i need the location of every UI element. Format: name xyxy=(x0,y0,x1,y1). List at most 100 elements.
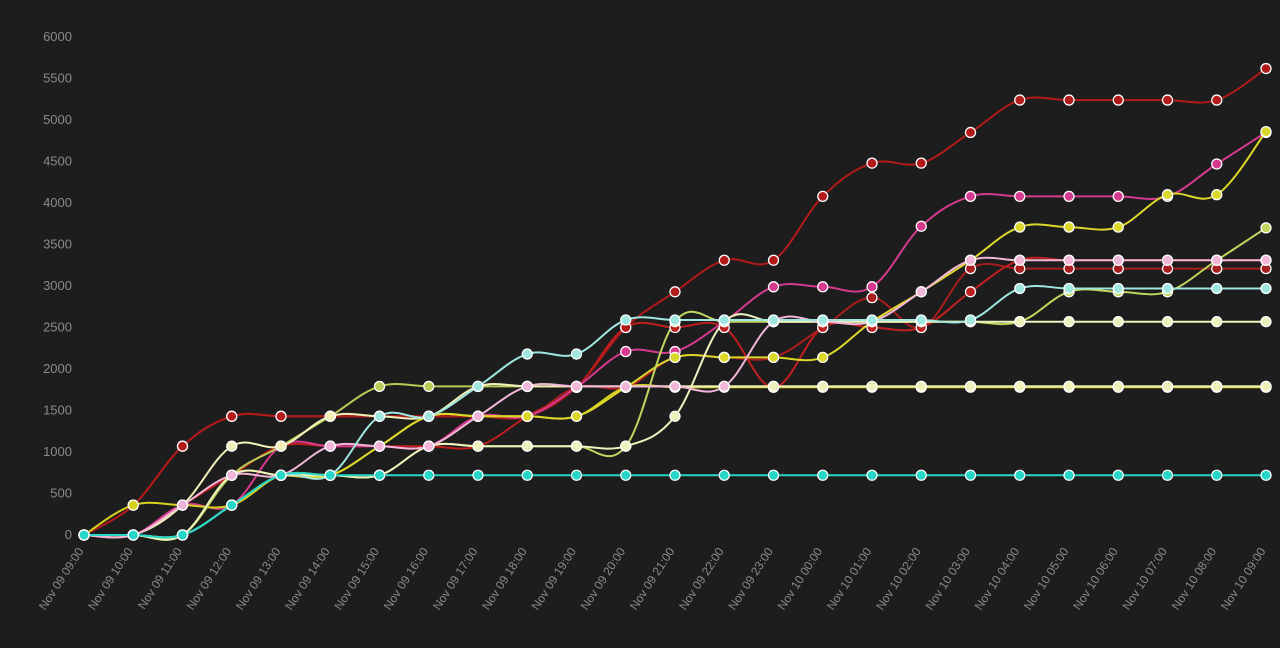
data-point-series-11[interactable] xyxy=(964,254,977,266)
data-point-series-3[interactable] xyxy=(718,254,730,266)
data-point-series-1[interactable] xyxy=(866,291,878,304)
data-point-series-4[interactable] xyxy=(1211,158,1223,170)
data-point-series-9[interactable] xyxy=(1211,380,1223,393)
data-point-series-11[interactable] xyxy=(373,440,386,452)
data-point-series-13[interactable] xyxy=(1260,469,1272,481)
data-point-series-4[interactable] xyxy=(767,281,780,293)
data-point-series-4[interactable] xyxy=(1112,190,1124,203)
data-point-series-13[interactable] xyxy=(176,529,189,541)
data-point-series-12[interactable] xyxy=(1161,282,1174,295)
data-point-series-13[interactable] xyxy=(423,469,435,481)
data-point-series-13[interactable] xyxy=(1014,469,1026,481)
data-point-series-3[interactable] xyxy=(176,440,189,452)
data-point-series-3[interactable] xyxy=(275,410,287,422)
data-point-series-9[interactable] xyxy=(817,380,829,393)
data-point-series-3[interactable] xyxy=(1161,94,1174,106)
data-point-series-13[interactable] xyxy=(767,469,780,481)
data-point-series-10[interactable] xyxy=(1014,316,1026,328)
data-point-series-10[interactable] xyxy=(1211,316,1223,328)
data-point-series-2[interactable] xyxy=(964,286,977,298)
data-point-series-3[interactable] xyxy=(1014,94,1026,106)
data-point-series-4[interactable] xyxy=(915,220,927,232)
data-point-series-9[interactable] xyxy=(915,380,927,393)
data-point-series-12[interactable] xyxy=(669,314,681,326)
data-point-series-11[interactable] xyxy=(1063,254,1075,266)
data-point-series-12[interactable] xyxy=(767,314,780,326)
data-point-series-13[interactable] xyxy=(373,469,386,481)
data-point-series-13[interactable] xyxy=(570,469,583,481)
data-point-series-12[interactable] xyxy=(620,314,632,326)
data-point-series-3[interactable] xyxy=(1260,62,1272,75)
data-point-series-12[interactable] xyxy=(373,410,386,422)
data-point-series-6[interactable] xyxy=(1014,221,1026,233)
data-point-series-11[interactable] xyxy=(1260,254,1272,266)
data-point-series-13[interactable] xyxy=(1211,469,1223,481)
data-point-series-10[interactable] xyxy=(669,410,681,422)
data-point-series-12[interactable] xyxy=(472,380,484,393)
data-point-series-13[interactable] xyxy=(521,469,533,481)
data-point-series-13[interactable] xyxy=(669,469,681,481)
data-point-series-10[interactable] xyxy=(472,440,484,452)
data-point-series-11[interactable] xyxy=(472,410,484,422)
data-point-series-13[interactable] xyxy=(127,529,139,541)
data-point-series-9[interactable] xyxy=(1014,380,1026,393)
data-point-series-6[interactable] xyxy=(1260,125,1272,138)
data-point-series-12[interactable] xyxy=(1112,282,1124,295)
data-point-series-11[interactable] xyxy=(423,440,435,452)
data-point-series-12[interactable] xyxy=(521,348,533,360)
data-point-series-13[interactable] xyxy=(915,469,927,481)
data-point-series-12[interactable] xyxy=(423,410,435,422)
data-point-series-12[interactable] xyxy=(915,314,927,326)
data-point-series-9[interactable] xyxy=(767,380,780,393)
data-point-series-6[interactable] xyxy=(1161,189,1174,201)
data-point-series-13[interactable] xyxy=(1161,469,1174,481)
data-point-series-11[interactable] xyxy=(620,380,632,393)
data-point-series-11[interactable] xyxy=(915,286,927,298)
data-point-series-10[interactable] xyxy=(1112,316,1124,328)
data-point-series-9[interactable] xyxy=(1260,380,1272,393)
data-point-series-9[interactable] xyxy=(1161,380,1174,393)
data-point-series-3[interactable] xyxy=(1063,94,1075,106)
data-point-series-3[interactable] xyxy=(767,254,780,266)
data-point-series-12[interactable] xyxy=(718,314,730,326)
data-point-series-13[interactable] xyxy=(1063,469,1075,481)
data-point-series-11[interactable] xyxy=(521,380,533,393)
data-point-series-13[interactable] xyxy=(964,469,977,481)
data-point-series-6[interactable] xyxy=(521,410,533,422)
data-point-series-9[interactable] xyxy=(324,410,336,422)
data-point-series-12[interactable] xyxy=(1014,282,1026,295)
data-point-series-13[interactable] xyxy=(817,469,829,481)
data-point-series-8[interactable] xyxy=(1260,222,1272,234)
data-point-series-6[interactable] xyxy=(570,410,583,422)
data-point-series-10[interactable] xyxy=(570,440,583,452)
data-point-series-6[interactable] xyxy=(1112,221,1124,233)
data-point-series-3[interactable] xyxy=(1112,94,1124,106)
data-point-series-6[interactable] xyxy=(817,351,829,364)
data-point-series-3[interactable] xyxy=(866,157,878,169)
data-point-series-10[interactable] xyxy=(620,440,632,452)
data-point-series-4[interactable] xyxy=(964,190,977,203)
data-point-series-3[interactable] xyxy=(964,126,977,139)
data-point-series-11[interactable] xyxy=(1211,254,1223,266)
data-point-series-3[interactable] xyxy=(817,190,829,203)
data-point-series-3[interactable] xyxy=(669,286,681,298)
data-point-series-7[interactable] xyxy=(423,380,435,393)
data-point-series-10[interactable] xyxy=(1260,316,1272,328)
data-point-series-13[interactable] xyxy=(472,469,484,481)
data-point-series-9[interactable] xyxy=(964,380,977,393)
data-point-series-13[interactable] xyxy=(226,499,238,511)
data-point-series-6[interactable] xyxy=(1211,189,1223,201)
data-point-series-13[interactable] xyxy=(718,469,730,481)
data-point-series-11[interactable] xyxy=(669,380,681,393)
data-point-series-11[interactable] xyxy=(226,469,238,481)
data-point-series-13[interactable] xyxy=(1112,469,1124,481)
data-point-series-12[interactable] xyxy=(817,314,829,326)
data-point-series-5[interactable] xyxy=(127,499,139,511)
data-point-series-10[interactable] xyxy=(521,440,533,452)
data-point-series-9[interactable] xyxy=(275,440,287,452)
data-point-series-13[interactable] xyxy=(78,529,90,541)
data-point-series-11[interactable] xyxy=(718,380,730,393)
data-point-series-12[interactable] xyxy=(1211,282,1223,295)
data-point-series-4[interactable] xyxy=(1063,190,1075,203)
data-point-series-11[interactable] xyxy=(324,440,336,452)
